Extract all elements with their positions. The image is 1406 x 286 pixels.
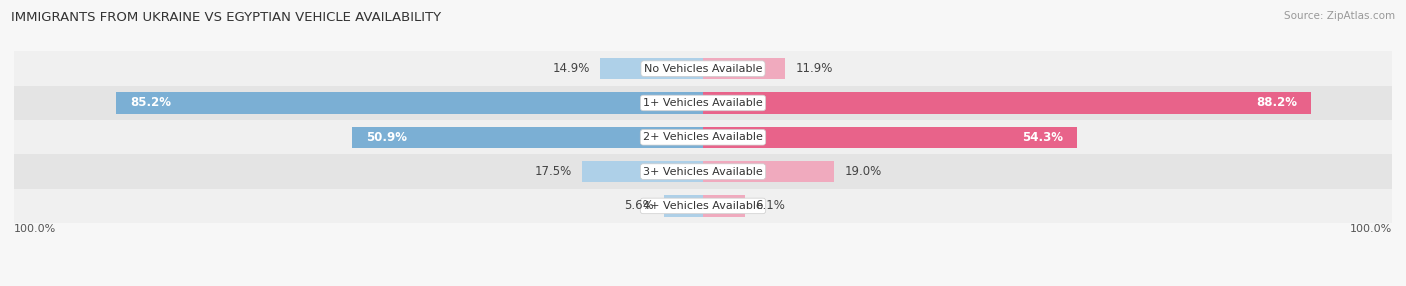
Text: 19.0%: 19.0% bbox=[844, 165, 882, 178]
Bar bbox=[665, 195, 703, 217]
Text: 6.1%: 6.1% bbox=[755, 199, 785, 212]
Bar bbox=[703, 92, 1310, 114]
Text: 100.0%: 100.0% bbox=[1350, 224, 1392, 234]
Bar bbox=[600, 58, 703, 79]
Text: 3+ Vehicles Available: 3+ Vehicles Available bbox=[643, 167, 763, 176]
Text: 100.0%: 100.0% bbox=[14, 224, 56, 234]
Text: 50.9%: 50.9% bbox=[366, 131, 408, 144]
Bar bbox=[703, 195, 745, 217]
Text: 5.6%: 5.6% bbox=[624, 199, 654, 212]
Bar bbox=[703, 58, 785, 79]
Bar bbox=[14, 154, 1392, 189]
Text: 11.9%: 11.9% bbox=[796, 62, 832, 75]
Bar bbox=[582, 161, 703, 182]
Text: 85.2%: 85.2% bbox=[129, 96, 170, 110]
Text: 14.9%: 14.9% bbox=[553, 62, 591, 75]
Bar bbox=[703, 127, 1077, 148]
Text: IMMIGRANTS FROM UKRAINE VS EGYPTIAN VEHICLE AVAILABILITY: IMMIGRANTS FROM UKRAINE VS EGYPTIAN VEHI… bbox=[11, 11, 441, 24]
Text: 17.5%: 17.5% bbox=[534, 165, 572, 178]
Bar bbox=[703, 161, 834, 182]
Bar bbox=[14, 86, 1392, 120]
Text: No Vehicles Available: No Vehicles Available bbox=[644, 64, 762, 74]
Text: 88.2%: 88.2% bbox=[1256, 96, 1296, 110]
Text: 4+ Vehicles Available: 4+ Vehicles Available bbox=[643, 201, 763, 211]
Text: 2+ Vehicles Available: 2+ Vehicles Available bbox=[643, 132, 763, 142]
Bar bbox=[353, 127, 703, 148]
Bar bbox=[14, 51, 1392, 86]
Text: 54.3%: 54.3% bbox=[1022, 131, 1063, 144]
Bar bbox=[14, 120, 1392, 154]
Bar bbox=[14, 189, 1392, 223]
Legend: Immigrants from Ukraine, Egyptian: Immigrants from Ukraine, Egyptian bbox=[565, 284, 841, 286]
Text: 1+ Vehicles Available: 1+ Vehicles Available bbox=[643, 98, 763, 108]
Text: Source: ZipAtlas.com: Source: ZipAtlas.com bbox=[1284, 11, 1395, 21]
Bar bbox=[117, 92, 703, 114]
